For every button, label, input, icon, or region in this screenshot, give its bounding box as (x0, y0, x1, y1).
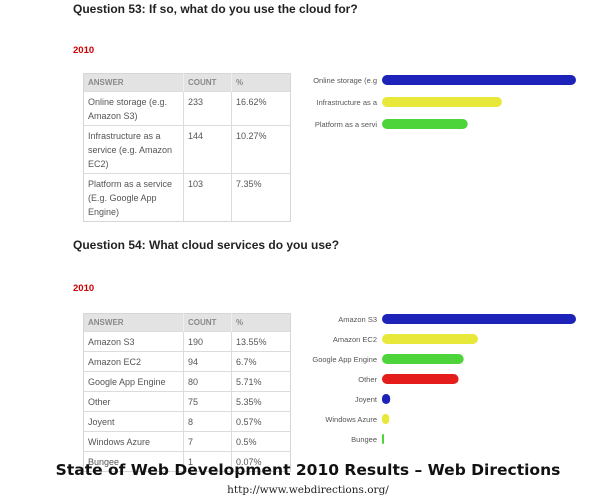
count-cell: 94 (183, 351, 232, 372)
percent-cell: 5.71% (231, 371, 291, 392)
footer-url: http://www.webdirections.org/ (227, 484, 389, 496)
answer-cell: Amazon EC2 (83, 351, 184, 372)
table-row: Joyent 8 0.57% (83, 411, 291, 432)
bar-label: Infrastructure as a (317, 98, 378, 107)
percent-header: % (231, 313, 291, 332)
bar (382, 314, 576, 324)
answer-cell: Bungee (83, 451, 184, 472)
answer-cell: Other (83, 391, 184, 412)
percent-cell: 16.62% (231, 91, 291, 126)
answer-cell: Online storage (e.g. Amazon S3) (83, 91, 184, 126)
table-header-row: ANSWER COUNT % (83, 313, 291, 332)
table-row: Google App Engine 80 5.71% (83, 371, 291, 392)
table-row: Bungee 1 0.07% (83, 451, 291, 472)
percent-cell: 7.35% (231, 173, 291, 222)
count-cell: 233 (183, 91, 232, 126)
bar-label: Google App Engine (312, 355, 377, 364)
q53-title: Question 53: If so, what do you use the … (73, 2, 358, 16)
percent-cell: 0.57% (231, 411, 291, 432)
bar (382, 354, 464, 364)
table-header-row: ANSWER COUNT % (83, 73, 291, 92)
bar-label: Other (358, 375, 377, 384)
table-row: Windows Azure 7 0.5% (83, 431, 291, 452)
percent-cell: 10.27% (231, 125, 291, 174)
bar (382, 374, 459, 384)
percent-cell: 0.07% (231, 451, 291, 472)
count-cell: 80 (183, 371, 232, 392)
table-row: Infrastructure as a service (e.g. Amazon… (83, 125, 291, 174)
bar-label: Amazon S3 (338, 315, 377, 324)
bar (382, 434, 384, 444)
answer-header: ANSWER (83, 73, 184, 92)
table-row: Amazon S3 190 13.55% (83, 331, 291, 352)
answer-cell: Google App Engine (83, 371, 184, 392)
q54-results-table: ANSWER COUNT % Amazon S3 190 13.55% Amaz… (83, 313, 291, 472)
bar-label: Platform as a servi (315, 120, 377, 129)
bar (382, 75, 576, 85)
table-row: Amazon EC2 94 6.7% (83, 351, 291, 372)
count-cell: 103 (183, 173, 232, 222)
count-cell: 144 (183, 125, 232, 174)
answer-header: ANSWER (83, 313, 184, 332)
footer-title: State of Web Development 2010 Results – … (55, 461, 561, 479)
answer-cell: Infrastructure as a service (e.g. Amazon… (83, 125, 184, 174)
q54-year: 2010 (73, 283, 95, 294)
count-cell: 190 (183, 331, 232, 352)
percent-cell: 13.55% (231, 331, 291, 352)
table-row: Platform as a service (E.g. Google App E… (83, 173, 291, 222)
q53-results-table: ANSWER COUNT % Online storage (e.g. Amaz… (83, 73, 291, 222)
bar (382, 97, 502, 107)
answer-cell: Joyent (83, 411, 184, 432)
answer-cell: Windows Azure (83, 431, 184, 452)
answer-cell: Amazon S3 (83, 331, 184, 352)
q54-title: Question 54: What cloud services do you … (73, 238, 340, 252)
bar-label: Amazon EC2 (333, 335, 377, 344)
count-header: COUNT (183, 313, 232, 332)
bar (382, 334, 478, 344)
bar-label: Joyent (355, 395, 378, 404)
count-cell: 1 (183, 451, 232, 472)
bar-label: Bungee (351, 435, 377, 444)
bar (382, 394, 391, 404)
q53-year: 2010 (73, 45, 95, 56)
bar (382, 119, 468, 129)
count-header: COUNT (183, 73, 232, 92)
q54-bar-chart: Amazon S3 Amazon EC2 Google App Engine Othe… (312, 314, 576, 444)
answer-cell: Platform as a service (E.g. Google App E… (83, 173, 184, 222)
percent-cell: 6.7% (231, 351, 291, 372)
bar-label: Windows Azure (325, 415, 377, 424)
count-cell: 75 (183, 391, 232, 412)
table-row: Other 75 5.35% (83, 391, 291, 412)
bar-label: Online storage (e.g (313, 76, 377, 85)
percent-cell: 0.5% (231, 431, 291, 452)
percent-cell: 5.35% (231, 391, 291, 412)
table-row: Online storage (e.g. Amazon S3) 233 16.6… (83, 91, 291, 126)
count-cell: 8 (183, 411, 232, 432)
q53-bar-chart: Online storage (e.g Infrastructure as a Pl… (313, 75, 576, 129)
bar (382, 414, 390, 424)
count-cell: 7 (183, 431, 232, 452)
percent-header: % (231, 73, 291, 92)
